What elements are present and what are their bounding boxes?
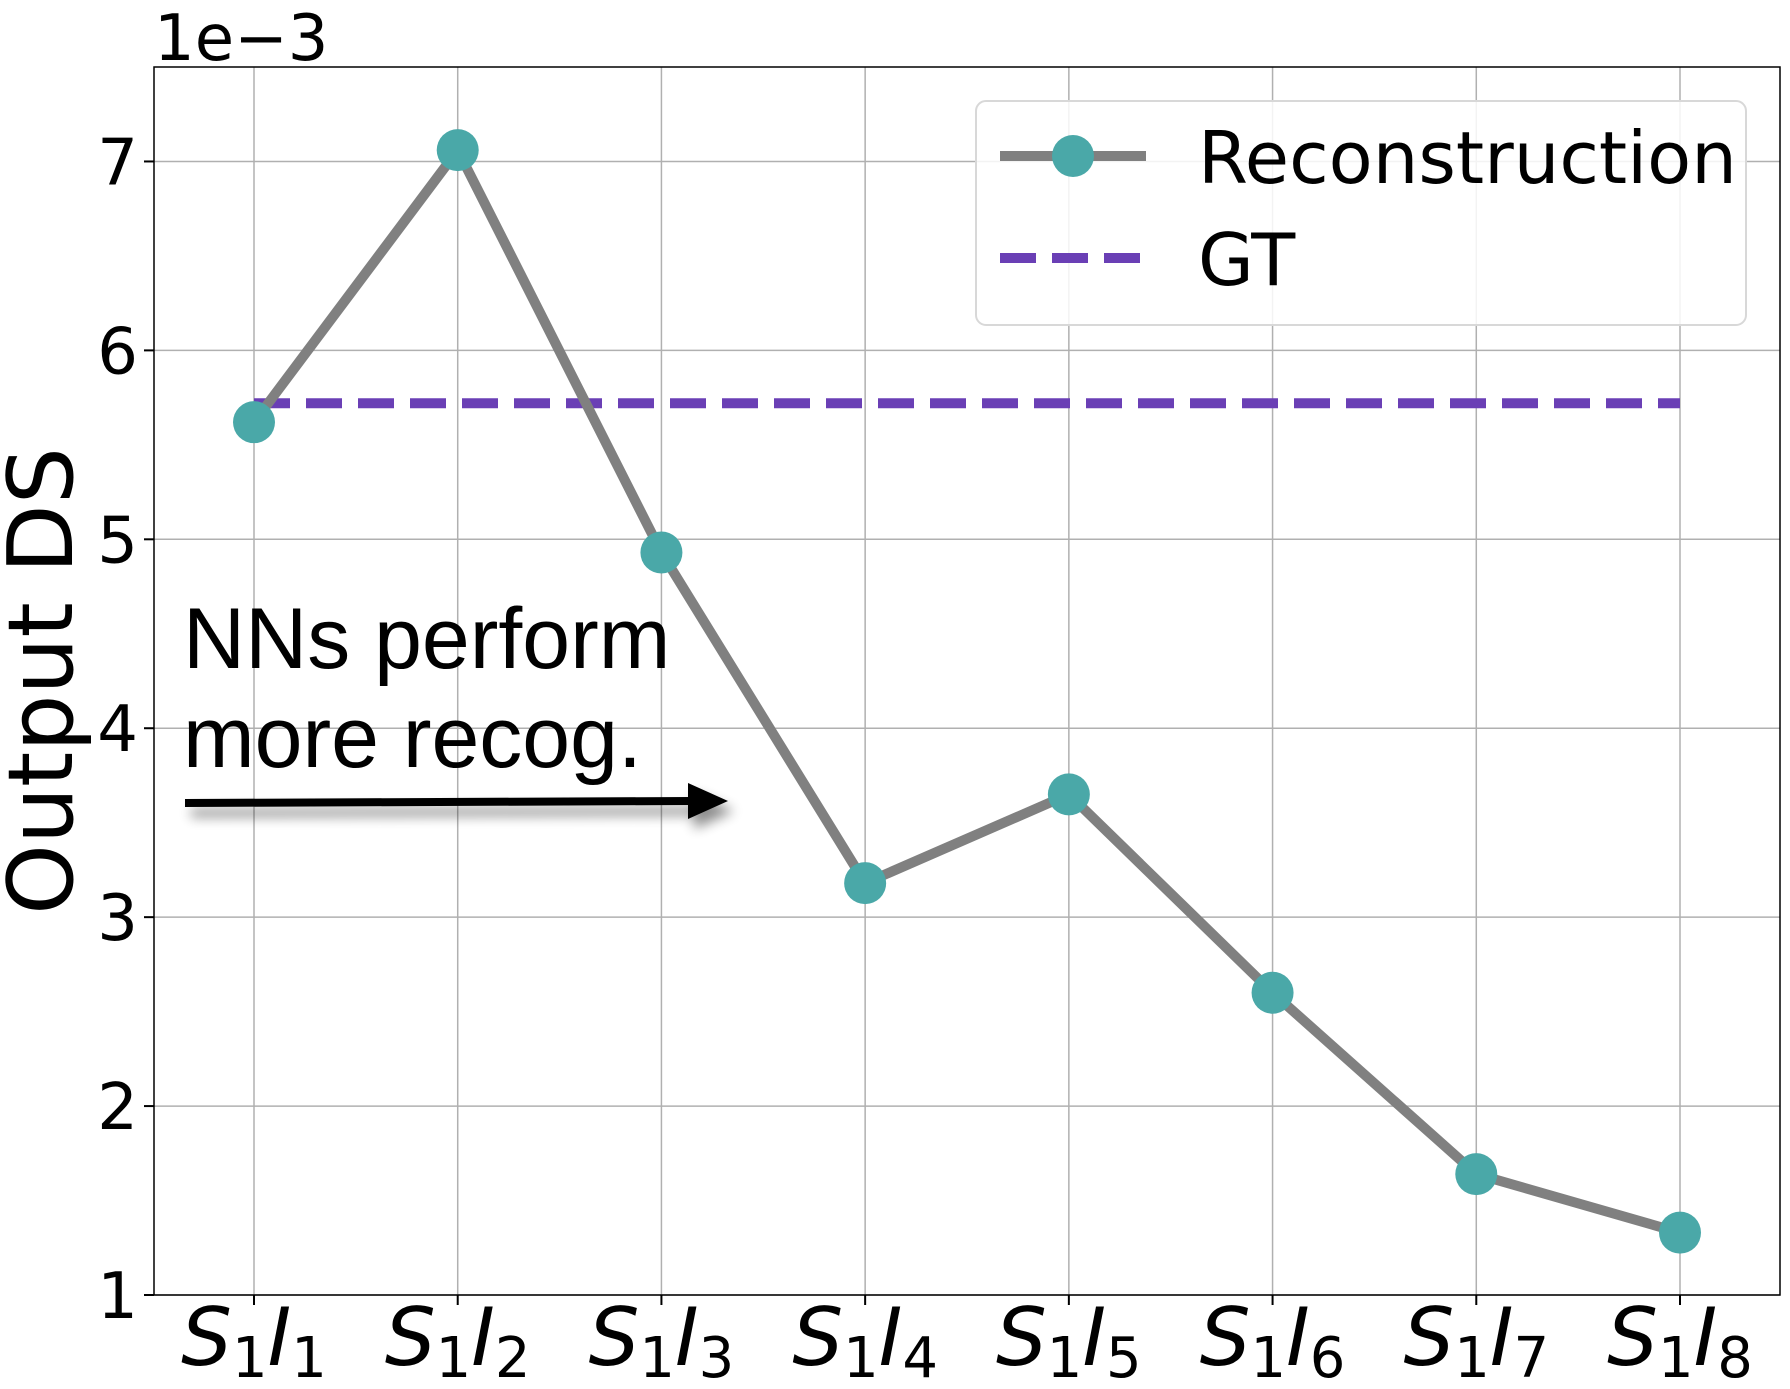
x-tick-label: S1I4 bbox=[792, 1291, 938, 1389]
legend: Reconstruction GT bbox=[975, 100, 1747, 326]
reconstruction-point bbox=[1047, 773, 1090, 816]
y-scale-label: 1e−3 bbox=[154, 2, 328, 76]
x-tick-label: S1I7 bbox=[1403, 1291, 1549, 1389]
y-tick-label: 7 bbox=[97, 126, 138, 200]
legend-gt-label: GT bbox=[1198, 218, 1296, 302]
y-tick-label: 2 bbox=[97, 1071, 138, 1145]
y-tick-label: 6 bbox=[97, 315, 138, 389]
plot-area-frame bbox=[153, 66, 1781, 1296]
reconstruction-point bbox=[1251, 971, 1294, 1014]
reconstruction-point bbox=[1455, 1153, 1498, 1196]
x-tick-label: S1I1 bbox=[181, 1291, 327, 1389]
reconstruction-point bbox=[436, 129, 479, 172]
annotation-line-1: NNs perform bbox=[183, 591, 670, 687]
y-tick-label: 3 bbox=[97, 882, 138, 956]
legend-box bbox=[975, 100, 1747, 326]
reconstruction-point bbox=[1659, 1211, 1701, 1254]
reconstruction-series bbox=[233, 129, 1701, 1254]
x-tick-label: S1I6 bbox=[1200, 1291, 1346, 1389]
x-tick-label: S1I5 bbox=[996, 1291, 1142, 1389]
reconstruction-point bbox=[640, 531, 683, 574]
annotation: NNs perform more recog. bbox=[183, 591, 728, 819]
annotation-arrow bbox=[184, 783, 728, 819]
x-tick-label: S1I2 bbox=[385, 1291, 531, 1389]
x-axis-ticks: S1I1 S1I2 S1I3 S1I4 S1I5 S1I6 S1I7 S1I8 bbox=[181, 1291, 1753, 1389]
reconstruction-point bbox=[233, 401, 275, 444]
y-axis-ticks: 1 2 3 4 5 6 7 bbox=[97, 126, 154, 1334]
y-axis-label: Output DS bbox=[0, 447, 94, 915]
annotation-line-2: more recog. bbox=[183, 690, 642, 786]
reconstruction-line bbox=[249, 145, 1682, 1238]
y-tick-label: 4 bbox=[97, 693, 138, 767]
x-tick-label: S1I8 bbox=[1607, 1291, 1753, 1389]
legend-reconstruction-marker bbox=[1052, 135, 1094, 177]
legend-reconstruction-label: Reconstruction bbox=[1198, 116, 1737, 200]
y-tick-label: 5 bbox=[97, 504, 138, 578]
reconstruction-point bbox=[844, 862, 887, 905]
x-tick-label: S1I3 bbox=[589, 1291, 735, 1389]
y-tick-label: 1 bbox=[97, 1260, 138, 1334]
